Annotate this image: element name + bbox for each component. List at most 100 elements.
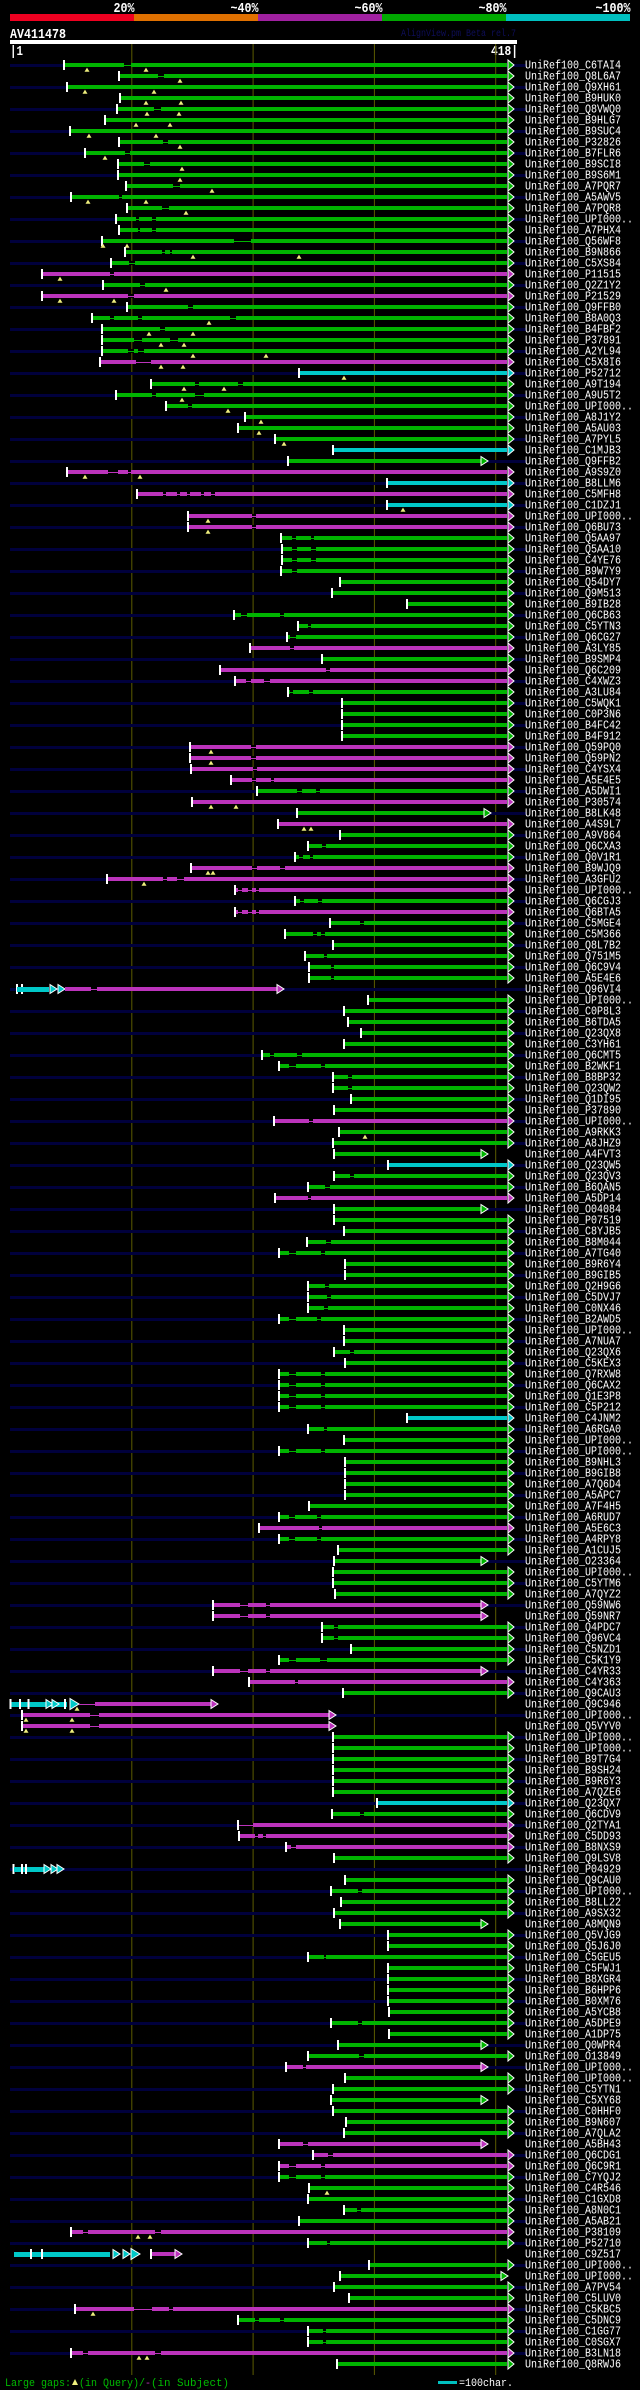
svg-text:UniRef100_P32826: UniRef100_P32826 [525,135,621,149]
svg-text:UniRef100_Q5VYV0: UniRef100_Q5VYV0 [525,1719,621,1733]
svg-text:UniRef100_A7PHX4: UniRef100_A7PHX4 [525,223,621,237]
svg-text:UniRef100_A8MQN9: UniRef100_A8MQN9 [525,1917,621,1931]
svg-text:(in Subject): (in Subject) [151,2378,229,2390]
svg-text:UniRef100_P52712: UniRef100_P52712 [525,366,621,380]
svg-text:UniRef100_C1MJB3: UniRef100_C1MJB3 [525,443,621,457]
svg-text:UniRef100_Q9FFB0: UniRef100_Q9FFB0 [525,300,621,314]
svg-text:UniRef100_B9SMP4: UniRef100_B9SMP4 [525,652,621,666]
svg-text:UniRef100_Q6CDG1: UniRef100_Q6CDG1 [525,2148,621,2162]
svg-text:UniRef100_A5BH43: UniRef100_A5BH43 [525,2137,621,2151]
svg-text:UniRef100_UPI000..: UniRef100_UPI000.. [525,212,633,226]
svg-text:UniRef100_Q9CAU3: UniRef100_Q9CAU3 [525,1686,621,1700]
svg-text:UniRef100_C5MGE4: UniRef100_C5MGE4 [525,916,621,930]
svg-text:UniRef100_C5K1Y9: UniRef100_C5K1Y9 [525,1653,621,1667]
svg-text:UniRef100_B2WKF1: UniRef100_B2WKF1 [525,1059,621,1073]
svg-text:UniRef100_C1DZJ1: UniRef100_C1DZJ1 [525,498,621,512]
svg-text:UniRef100_B6HPP6: UniRef100_B6HPP6 [525,1983,621,1997]
svg-text:UniRef100_C5YTN1: UniRef100_C5YTN1 [525,2082,621,2096]
svg-text:UniRef100_B9IB28: UniRef100_B9IB28 [525,597,621,611]
svg-text:UniRef100_Q0V1R1: UniRef100_Q0V1R1 [525,850,621,864]
svg-text:UniRef100_O23364: UniRef100_O23364 [525,1554,621,1568]
svg-text:UniRef100_Q2H9G6: UniRef100_Q2H9G6 [525,1279,621,1293]
svg-text:~40%: ~40% [231,1,259,17]
svg-text:UniRef100_B8LLM6: UniRef100_B8LLM6 [525,476,621,490]
svg-text:UniRef100_A5AB21: UniRef100_A5AB21 [525,2214,621,2228]
svg-text:UniRef100_UPI000..: UniRef100_UPI000.. [525,2269,633,2283]
svg-text:UniRef100_Q23QX6: UniRef100_Q23QX6 [525,1345,621,1359]
svg-text:UniRef100_C5MFH8: UniRef100_C5MFH8 [525,487,621,501]
svg-text:UniRef100_C5NZD1: UniRef100_C5NZD1 [525,1642,621,1656]
svg-text:UniRef100_B3LN18: UniRef100_B3LN18 [525,2346,621,2360]
svg-text:UniRef100_A5E4E5: UniRef100_A5E4E5 [525,773,621,787]
svg-text:UniRef100_A5E4E6: UniRef100_A5E4E6 [525,971,621,985]
svg-text:UniRef100_A6RUD7: UniRef100_A6RUD7 [525,1510,621,1524]
svg-text:UniRef100_C4Y363: UniRef100_C4Y363 [525,1675,621,1689]
svg-text:UniRef100_A8J1Y2: UniRef100_A8J1Y2 [525,410,621,424]
svg-text:UniRef100_P21529: UniRef100_P21529 [525,289,621,303]
svg-text:UniRef100_Q5VJG9: UniRef100_Q5VJG9 [525,1928,621,1942]
svg-text:UniRef100_A5DWI1: UniRef100_A5DWI1 [525,784,621,798]
svg-text:UniRef100_C0P8L3: UniRef100_C0P8L3 [525,1004,621,1018]
svg-text:UniRef100_A9SX32: UniRef100_A9SX32 [525,1906,621,1920]
svg-text:Large gaps:: Large gaps: [5,2378,71,2390]
svg-text:20%: 20% [114,1,135,17]
svg-text:UniRef100_B2AWD5: UniRef100_B2AWD5 [525,1312,621,1326]
svg-text:UniRef100_Q2Z1Y2: UniRef100_Q2Z1Y2 [525,278,621,292]
svg-text:UniRef100_Q23QV3: UniRef100_Q23QV3 [525,1169,621,1183]
svg-text:UniRef100_B9N866: UniRef100_B9N866 [525,245,621,259]
svg-text:UniRef100_UPI000..: UniRef100_UPI000.. [525,1565,633,1579]
svg-text:UniRef100_C1GXD8: UniRef100_C1GXD8 [525,2192,621,2206]
svg-text:UniRef100_Q6CG27: UniRef100_Q6CG27 [525,630,621,644]
svg-text:UniRef100_B9SH24: UniRef100_B9SH24 [525,1763,621,1777]
svg-text:UniRef100_Q6CMT5: UniRef100_Q6CMT5 [525,1048,621,1062]
svg-text:UniRef100_Q96VI4: UniRef100_Q96VI4 [525,982,621,996]
svg-text:UniRef100_O13849: UniRef100_O13849 [525,2049,621,2063]
svg-text:UniRef100_A4S9L7: UniRef100_A4S9L7 [525,817,621,831]
svg-text:UniRef100_A5AWV5: UniRef100_A5AWV5 [525,190,621,204]
svg-text:UniRef100_C5DD93: UniRef100_C5DD93 [525,1829,621,1843]
svg-text:UniRef100_A5AU03: UniRef100_A5AU03 [525,421,621,435]
svg-text:UniRef100_C3YH61: UniRef100_C3YH61 [525,1037,621,1051]
svg-text:UniRef100_C5M366: UniRef100_C5M366 [525,927,621,941]
svg-text:UniRef100_Q1E3P8: UniRef100_Q1E3P8 [525,1389,621,1403]
svg-text:UniRef100_UPI000..: UniRef100_UPI000.. [525,883,633,897]
svg-text:UniRef100_Q4PDC7: UniRef100_Q4PDC7 [525,1620,621,1634]
svg-text:UniRef100_Q0WPR4: UniRef100_Q0WPR4 [525,2038,621,2052]
svg-text:UniRef100_P37890: UniRef100_P37890 [525,1103,621,1117]
svg-text:UniRef100_C4R546: UniRef100_C4R546 [525,2181,621,2195]
svg-text:-: - [145,2378,151,2390]
svg-text:UniRef100_B7FLR6: UniRef100_B7FLR6 [525,146,621,160]
svg-text:UniRef100_UPI000..: UniRef100_UPI000.. [525,1730,633,1744]
svg-text:UniRef100_Q8RWJ6: UniRef100_Q8RWJ6 [525,2357,621,2371]
svg-text:UniRef100_B9R6Y4: UniRef100_B9R6Y4 [525,1257,621,1271]
svg-text:UniRef100_Q9C946: UniRef100_Q9C946 [525,1697,621,1711]
svg-text:UniRef100_B9SCI8: UniRef100_B9SCI8 [525,157,621,171]
svg-text:UniRef100_B8M044: UniRef100_B8M044 [525,1235,621,1249]
svg-text:UniRef100_UPI000..: UniRef100_UPI000.. [525,1884,633,1898]
svg-text:UniRef100_UPI000..: UniRef100_UPI000.. [525,1114,633,1128]
svg-text:UniRef100_C5DVJ7: UniRef100_C5DVJ7 [525,1290,621,1304]
svg-text:UniRef100_B8XGR4: UniRef100_B8XGR4 [525,1972,621,1986]
svg-text:UniRef100_A7PQR7: UniRef100_A7PQR7 [525,179,621,193]
svg-text:UniRef100_A7PV54: UniRef100_A7PV54 [525,2280,621,2294]
svg-text:UniRef100_A7QYZ2: UniRef100_A7QYZ2 [525,1587,621,1601]
svg-text:UniRef100_B9WJQ9: UniRef100_B9WJQ9 [525,861,621,875]
svg-text:UniRef100_A7QLA2: UniRef100_A7QLA2 [525,2126,621,2140]
svg-text:~60%: ~60% [355,1,383,17]
svg-text:UniRef100_C9Z517: UniRef100_C9Z517 [525,2247,621,2261]
svg-text:UniRef100_UPI000..: UniRef100_UPI000.. [525,509,633,523]
svg-text:UniRef100_C5KEX3: UniRef100_C5KEX3 [525,1356,621,1370]
svg-text:UniRef100_UPI000..: UniRef100_UPI000.. [525,993,633,1007]
svg-text:UniRef100_C0HHF0: UniRef100_C0HHF0 [525,2104,621,2118]
svg-text:UniRef100_Q9LSV8: UniRef100_Q9LSV8 [525,1851,621,1865]
svg-text:UniRef100_A7NUA7: UniRef100_A7NUA7 [525,1334,621,1348]
svg-text:UniRef100_B9S6M1: UniRef100_B9S6M1 [525,168,621,182]
svg-text:UniRef100_Q5J6J0: UniRef100_Q5J6J0 [525,1939,621,1953]
svg-text:UniRef100_Q23QW5: UniRef100_Q23QW5 [525,1158,621,1172]
svg-text:UniRef100_A9T194: UniRef100_A9T194 [525,377,621,391]
svg-text:UniRef100_C4JNM2: UniRef100_C4JNM2 [525,1411,621,1425]
svg-text:UniRef100_Q7RXW8: UniRef100_Q7RXW8 [525,1367,621,1381]
svg-text:UniRef100_C5GEU5: UniRef100_C5GEU5 [525,1950,621,1964]
svg-text:UniRef100_C0SGX7: UniRef100_C0SGX7 [525,2335,621,2349]
svg-text:UniRef100_C5XS84: UniRef100_C5XS84 [525,256,621,270]
